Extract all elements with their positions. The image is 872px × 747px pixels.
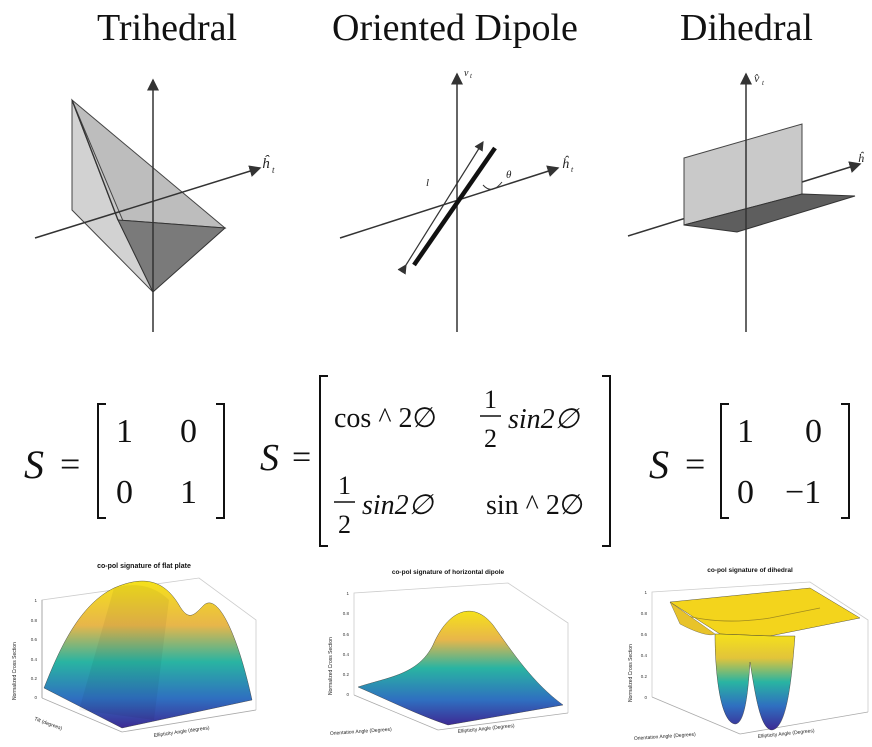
svg-text:0.4: 0.4 xyxy=(641,653,648,658)
svg-text:1: 1 xyxy=(346,591,349,596)
plot-dihedral: co-pol signature of dihedral 1 0.8 0.6 0… xyxy=(628,567,869,742)
matrix-trihedral: S = 1 0 0 1 xyxy=(24,403,225,519)
svg-text:t: t xyxy=(571,165,574,174)
svg-text:1: 1 xyxy=(644,590,647,595)
matrix-trihedral-lhs: S xyxy=(24,442,44,487)
plot-flat-plate-zlabel: Normalized Cross Section xyxy=(12,642,18,700)
svg-text:0.6: 0.6 xyxy=(31,637,38,642)
svg-text:2: 2 xyxy=(338,510,351,539)
plot-dihedral-surface-wells xyxy=(714,633,796,731)
svg-text:0: 0 xyxy=(644,695,647,700)
trihedral-horizontal-axis xyxy=(34,165,262,239)
svg-text:0.4: 0.4 xyxy=(343,652,350,657)
dipole-h-label: ĥ xyxy=(562,155,570,172)
matrix-dipole-a22: sin ^ 2∅ xyxy=(486,490,584,521)
dipole-horizontal-axis xyxy=(339,165,560,239)
svg-text:0.6: 0.6 xyxy=(641,632,648,637)
matrix-dihedral-a12: 0 xyxy=(805,413,822,450)
svg-text:t: t xyxy=(470,72,473,80)
svg-text:0.8: 0.8 xyxy=(641,611,648,616)
plot-dihedral-zticks: 1 0.8 0.6 0.4 0.2 0 xyxy=(641,590,648,700)
dihedral-v-label: v̂ xyxy=(754,71,760,85)
dipole-angle-arc xyxy=(482,181,503,190)
dipole-angle-label: θ xyxy=(506,169,512,181)
plot-dihedral-zlabel: Normalized Cross Section xyxy=(628,644,634,702)
matrix-dipole-a21: sin2∅ xyxy=(362,490,435,521)
plot-flat-plate-ylabel: Ellipticity Angle (degrees) xyxy=(153,725,210,739)
svg-text:0.2: 0.2 xyxy=(641,674,648,679)
plot-flat-plate-xlabel: Tilt (degrees) xyxy=(33,716,63,732)
dipole-v-label: v xyxy=(464,68,469,79)
plot-horizontal-dipole-surface xyxy=(357,610,564,726)
dipole-diagram: θ l ĥ t v t xyxy=(339,68,574,332)
dihedral-diagram: v̂ t ĥ xyxy=(627,71,865,332)
svg-text:t: t xyxy=(272,165,275,175)
matrix-dipole-lhs: S xyxy=(260,437,279,479)
plot-flat-plate-zticks: 1 0.8 0.6 0.4 0.2 0 xyxy=(31,598,38,700)
plot-flat-plate: co-pol signature of flat plate 1 0.8 0.6… xyxy=(12,563,257,739)
matrix-dihedral-a21: 0 xyxy=(737,474,754,511)
plot-horizontal-dipole-zticks: 1 0.8 0.6 0.4 0.2 0 xyxy=(343,591,350,697)
plot-horizontal-dipole-title: co-pol signature of horizontal dipole xyxy=(392,569,505,576)
plot-flat-plate-title: co-pol signature of flat plate xyxy=(97,563,191,570)
plot-horizontal-dipole-xlabel: Orientation Angle (Degrees) xyxy=(330,727,393,737)
plot-dihedral-title: co-pol signature of dihedral xyxy=(707,567,793,574)
matrix-trihedral-a22: 1 xyxy=(180,474,197,511)
matrix-dipole-a11: cos ^ 2∅ xyxy=(334,403,437,434)
svg-text:=: = xyxy=(292,439,311,476)
svg-text:0.2: 0.2 xyxy=(31,676,38,681)
svg-text:2: 2 xyxy=(484,424,497,453)
plot-flat-plate-surface xyxy=(43,580,253,729)
dihedral-h-label: ĥ xyxy=(858,151,865,165)
dipole-length-arrow xyxy=(397,140,484,275)
plot-horizontal-dipole-ylabel: Ellipticity Angle (Degrees) xyxy=(458,723,516,735)
plot-horizontal-dipole-zlabel: Normalized Cross Section xyxy=(328,637,334,695)
svg-text:0.2: 0.2 xyxy=(343,672,350,677)
matrix-dihedral-a11: 1 xyxy=(737,413,754,450)
trihedral-h-label: ĥ xyxy=(262,155,270,172)
svg-text:=: = xyxy=(685,444,705,484)
svg-text:0.6: 0.6 xyxy=(343,632,350,637)
title-trihedral: Trihedral xyxy=(97,7,238,49)
svg-text:1: 1 xyxy=(34,598,37,603)
plot-dihedral-xlabel: Orientation Angle (Degrees) xyxy=(634,732,697,742)
svg-text:0: 0 xyxy=(346,692,349,697)
matrix-trihedral-a21: 0 xyxy=(116,474,133,511)
svg-text:0: 0 xyxy=(34,695,37,700)
plot-dihedral-ylabel: Ellipticity Angle (Degrees) xyxy=(758,728,816,740)
title-dihedral: Dihedral xyxy=(680,7,813,49)
matrix-dihedral-lhs: S xyxy=(649,442,669,487)
dihedral-horizontal-plate xyxy=(683,193,856,233)
matrix-trihedral-a12: 0 xyxy=(180,413,197,450)
title-oriented-dipole: Oriented Dipole xyxy=(332,7,578,49)
matrix-dihedral: S = 1 0 0 −1 xyxy=(649,403,850,519)
dipole-length-label: l xyxy=(426,177,429,189)
svg-text:0.8: 0.8 xyxy=(343,611,350,616)
matrix-dihedral-a22: −1 xyxy=(785,474,821,511)
matrix-dipole-a12: sin2∅ xyxy=(508,404,581,435)
matrix-trihedral-a11: 1 xyxy=(116,413,133,450)
plot-horizontal-dipole: co-pol signature of horizontal dipole 1 … xyxy=(328,569,569,737)
plot-dihedral-surface-top xyxy=(669,587,861,637)
trihedral-bottom-face xyxy=(117,219,227,293)
svg-text:0.4: 0.4 xyxy=(31,657,38,662)
matrix-dipole: S = cos ^ 2∅ 1 2 sin2∅ 1 2 sin2∅ sin ^ 2… xyxy=(260,375,611,547)
trihedral-diagram: ĥ t xyxy=(34,78,275,332)
svg-text:1: 1 xyxy=(338,471,351,500)
svg-text:0.8: 0.8 xyxy=(31,618,38,623)
svg-text:t: t xyxy=(762,79,765,87)
svg-text:1: 1 xyxy=(484,385,497,414)
dipole-rod xyxy=(412,146,497,267)
svg-text:=: = xyxy=(60,444,80,484)
